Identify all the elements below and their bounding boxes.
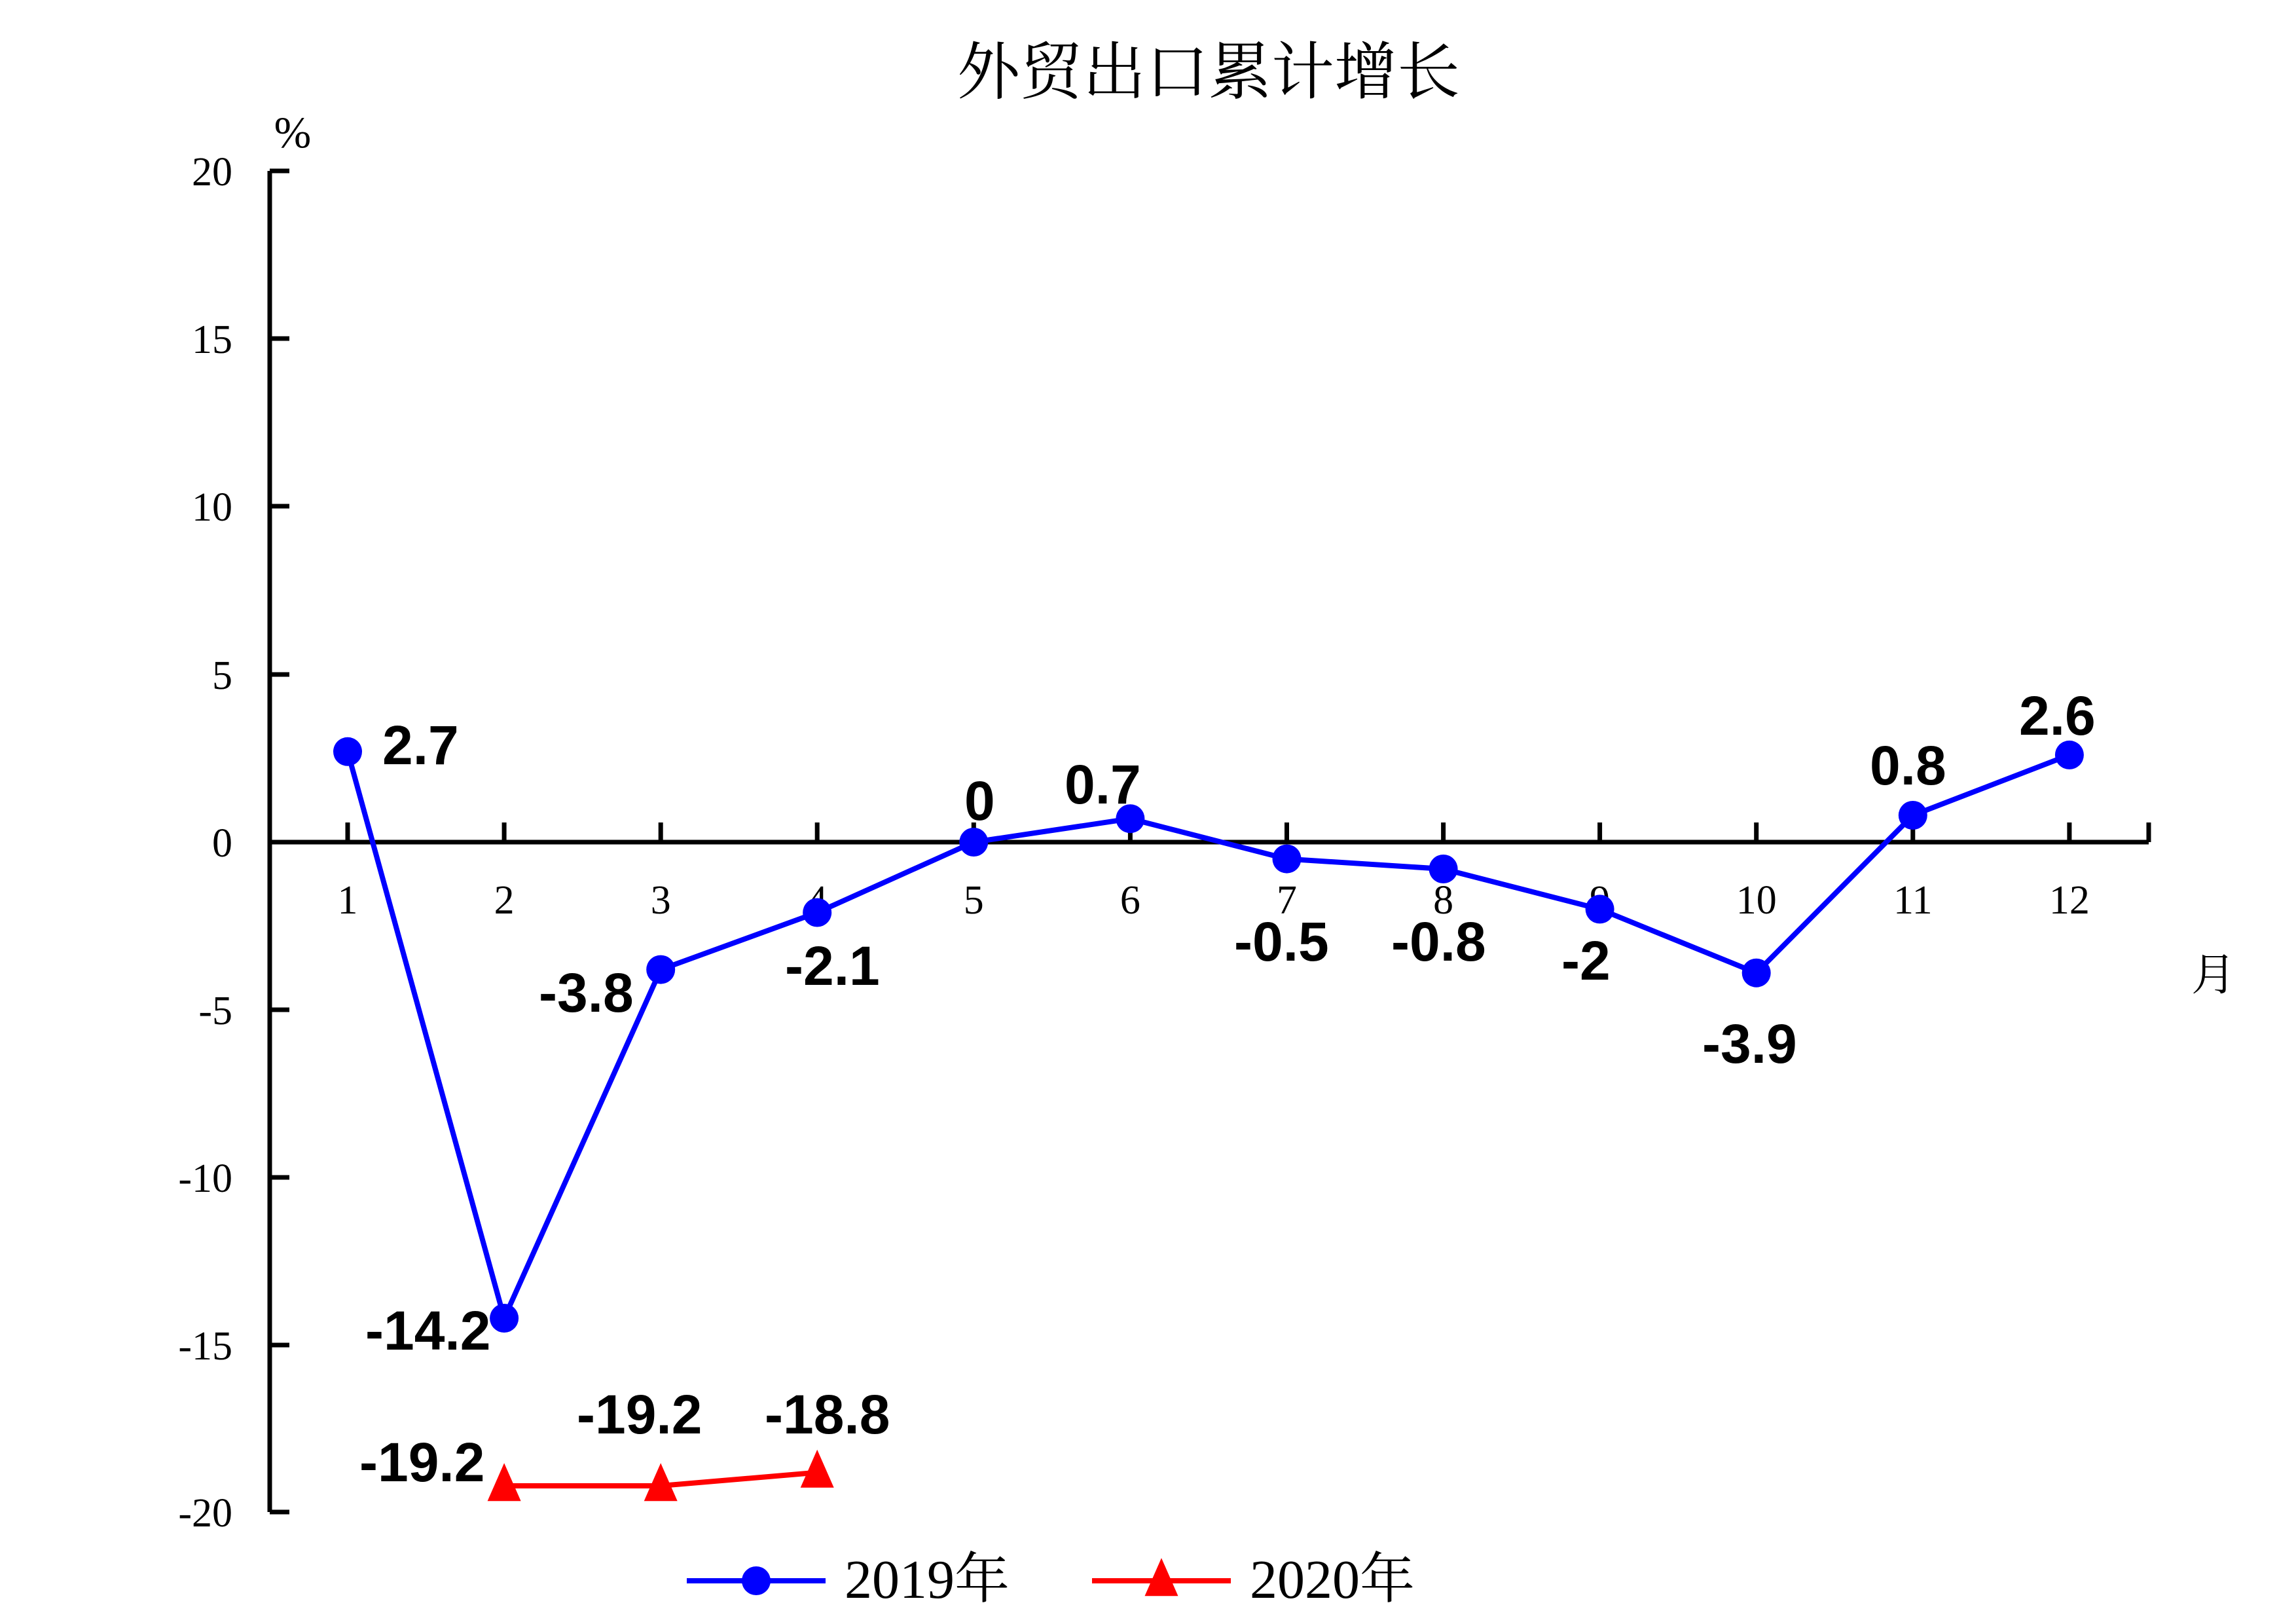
svg-text:20: 20 [192,150,232,194]
svg-text:2.6: 2.6 [2019,685,2096,747]
svg-text:0.8: 0.8 [1870,735,1946,796]
svg-text:-5: -5 [198,989,232,1033]
svg-text:5: 5 [964,878,984,923]
svg-text:-19.2: -19.2 [359,1431,484,1493]
svg-text:0: 0 [964,770,995,832]
svg-text:月: 月 [2191,950,2236,1000]
svg-text:1: 1 [338,878,358,923]
svg-text:-2: -2 [1561,930,1611,991]
svg-text:12: 12 [2049,878,2090,923]
svg-text:2019年: 2019年 [845,1549,1010,1610]
svg-text:-20: -20 [178,1491,232,1536]
svg-text:10: 10 [192,485,232,530]
svg-text:2: 2 [494,878,515,923]
svg-text:-2.1: -2.1 [785,935,880,997]
svg-text:11: 11 [1893,878,1933,923]
svg-text:3: 3 [651,878,671,923]
svg-text:2.7: 2.7 [382,714,459,776]
svg-text:2020年: 2020年 [1250,1549,1415,1610]
svg-text:0: 0 [212,821,232,866]
svg-text:-14.2: -14.2 [365,1300,490,1361]
svg-text:-0.8: -0.8 [1391,911,1486,972]
svg-text:0.7: 0.7 [1065,754,1141,815]
svg-text:15: 15 [192,318,232,362]
svg-text:5: 5 [212,654,232,698]
svg-text:-15: -15 [178,1324,232,1369]
svg-text:-19.2: -19.2 [577,1384,702,1445]
svg-text:%: % [274,107,312,157]
svg-text:6: 6 [1120,878,1140,923]
svg-text:10: 10 [1736,878,1777,923]
svg-text:外贸出口累计增长: 外贸出口累计增长 [957,37,1460,107]
svg-text:-3.8: -3.8 [539,962,634,1024]
svg-text:-0.5: -0.5 [1234,911,1329,972]
svg-text:-10: -10 [178,1156,232,1201]
svg-text:-18.8: -18.8 [765,1384,890,1445]
svg-text:-3.9: -3.9 [1702,1013,1797,1075]
